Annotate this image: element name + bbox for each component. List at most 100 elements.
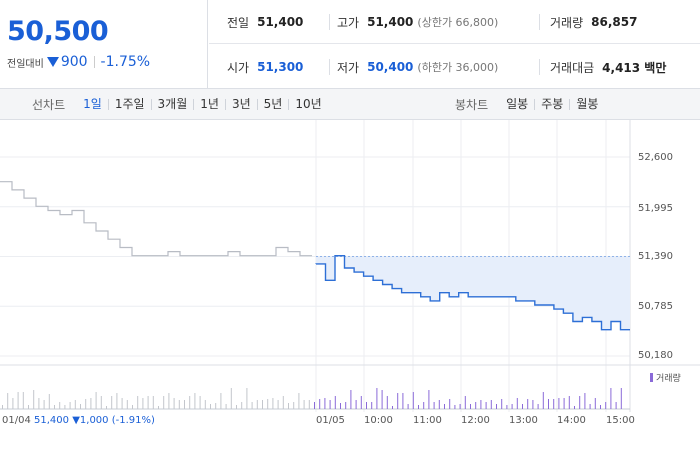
high-label: 고가 xyxy=(337,15,360,30)
tab-10year[interactable]: 10년 xyxy=(288,98,327,110)
volume-bar xyxy=(74,400,76,409)
volume-swatch xyxy=(650,373,653,382)
volume-bar xyxy=(95,392,97,409)
today-area xyxy=(316,255,630,330)
prev-close: 전일 51,400 xyxy=(227,0,303,44)
volume-bar xyxy=(59,402,61,409)
volume-bar xyxy=(147,396,149,409)
volume-bar xyxy=(329,400,331,409)
volume-bar xyxy=(579,396,581,409)
stats-table: 전일 51,400 고가 51,400 (상한가 66,800) 거래량 86,… xyxy=(209,0,700,89)
current-price: 50,500 xyxy=(7,16,109,47)
volume-bar xyxy=(210,404,211,409)
volume-bar xyxy=(355,400,357,409)
volume-bar xyxy=(267,399,269,409)
volume-bar xyxy=(194,393,196,409)
volume-bar xyxy=(163,396,165,409)
volume-bar xyxy=(215,403,217,409)
volume-bar xyxy=(43,400,45,409)
volume-bar xyxy=(558,398,560,409)
volume-bar xyxy=(199,396,201,409)
down-arrow-icon: ▼ xyxy=(72,415,80,426)
volume-bar xyxy=(85,399,87,409)
volume-bar xyxy=(106,406,107,409)
tab-1year[interactable]: 1년 xyxy=(193,98,225,110)
volume-bar xyxy=(428,390,430,409)
y-tick-label: 51,390 xyxy=(638,251,673,262)
x-tick-label: 14:00 xyxy=(557,415,586,426)
prev-day-close: 51,400 xyxy=(34,415,70,426)
amount-value: 4,413 백만 xyxy=(602,60,667,75)
volume-bar xyxy=(584,393,586,409)
prev-day-line xyxy=(0,181,312,257)
tab-weekly[interactable]: 주봉 xyxy=(534,98,569,110)
tab-monthly[interactable]: 월봉 xyxy=(569,98,604,110)
y-tick-label: 50,180 xyxy=(638,350,673,361)
low-label: 저가 xyxy=(337,60,360,75)
volume-bar xyxy=(7,393,9,409)
volume-bar xyxy=(340,403,341,409)
lower-limit: (하한가 36,000) xyxy=(417,61,499,74)
volume-bar xyxy=(173,398,175,409)
volume-bar xyxy=(241,402,243,409)
volume-bar xyxy=(178,400,180,409)
volume-bar xyxy=(152,396,154,409)
price-chart[interactable]: 52,600 51,995 51,390 50,785 50,180 거래량 0… xyxy=(0,120,700,450)
prev-day-change-pct: (-1.91%) xyxy=(111,415,155,426)
volume-label: 거래량 xyxy=(550,15,584,30)
tab-3year[interactable]: 3년 xyxy=(224,98,257,110)
high-price: 고가 51,400 (상한가 66,800) xyxy=(337,0,498,44)
volume-bar xyxy=(444,404,445,409)
volume-bar xyxy=(116,393,118,409)
volume-bar xyxy=(246,388,248,409)
open-value: 51,300 xyxy=(257,60,304,74)
price-change: 전일대비 900 -1.75% xyxy=(7,54,150,70)
volume-bar xyxy=(220,393,222,409)
change-percent: -1.75% xyxy=(100,54,151,70)
volume-bar xyxy=(256,400,258,409)
stats-row: 전일 51,400 고가 51,400 (상한가 66,800) 거래량 86,… xyxy=(209,0,700,44)
volume-bar xyxy=(272,398,274,409)
volume-bar xyxy=(470,404,471,409)
price-box: 50,500 전일대비 900 -1.75% xyxy=(0,0,208,89)
divider xyxy=(329,14,330,30)
volume-bar xyxy=(277,400,279,409)
tab-1week[interactable]: 1주일 xyxy=(107,98,151,110)
volume-bar xyxy=(12,398,14,409)
volume-bar xyxy=(407,404,409,409)
volume-bar xyxy=(610,388,612,409)
x-tick-label: 01/05 xyxy=(316,415,345,426)
volume-bar xyxy=(423,402,425,409)
low-price: 저가 50,400 (하한가 36,000) xyxy=(337,45,498,89)
volume-bar xyxy=(230,388,232,409)
volume-bar xyxy=(480,400,482,409)
volume-bar xyxy=(496,404,497,409)
volume-bar xyxy=(537,404,539,409)
line-chart-tabs: 선차트 1일 1주일 3개월 1년 3년 5년 10년 xyxy=(32,89,328,120)
volume-bar xyxy=(204,400,206,409)
divider xyxy=(93,56,95,68)
down-arrow-icon xyxy=(46,57,59,67)
tab-1day[interactable]: 1일 xyxy=(83,97,102,111)
volume-bar xyxy=(600,405,601,409)
volume-bar xyxy=(334,396,336,409)
volume-bar xyxy=(563,398,565,409)
tab-daily[interactable]: 일봉 xyxy=(506,97,529,111)
volume-bar xyxy=(542,392,544,409)
volume-bar xyxy=(132,405,133,409)
candle-chart-tabs: 봉차트 일봉 주봉 월봉 xyxy=(455,89,604,120)
volume-bar xyxy=(319,399,321,409)
volume-bar xyxy=(345,402,347,409)
tab-3month[interactable]: 3개월 xyxy=(150,98,194,110)
volume-bar xyxy=(168,393,170,409)
tab-5year[interactable]: 5년 xyxy=(256,98,289,110)
volume-bar xyxy=(594,398,596,409)
candle-chart-title: 봉차트 xyxy=(455,98,489,112)
volume-bar xyxy=(459,404,461,409)
volume-bar xyxy=(100,396,102,409)
volume-bar xyxy=(158,406,159,409)
x-tick-label: 10:00 xyxy=(364,415,393,426)
volume-bar xyxy=(522,404,523,409)
change-label: 전일대비 xyxy=(7,58,44,70)
volume-bar xyxy=(184,400,185,409)
